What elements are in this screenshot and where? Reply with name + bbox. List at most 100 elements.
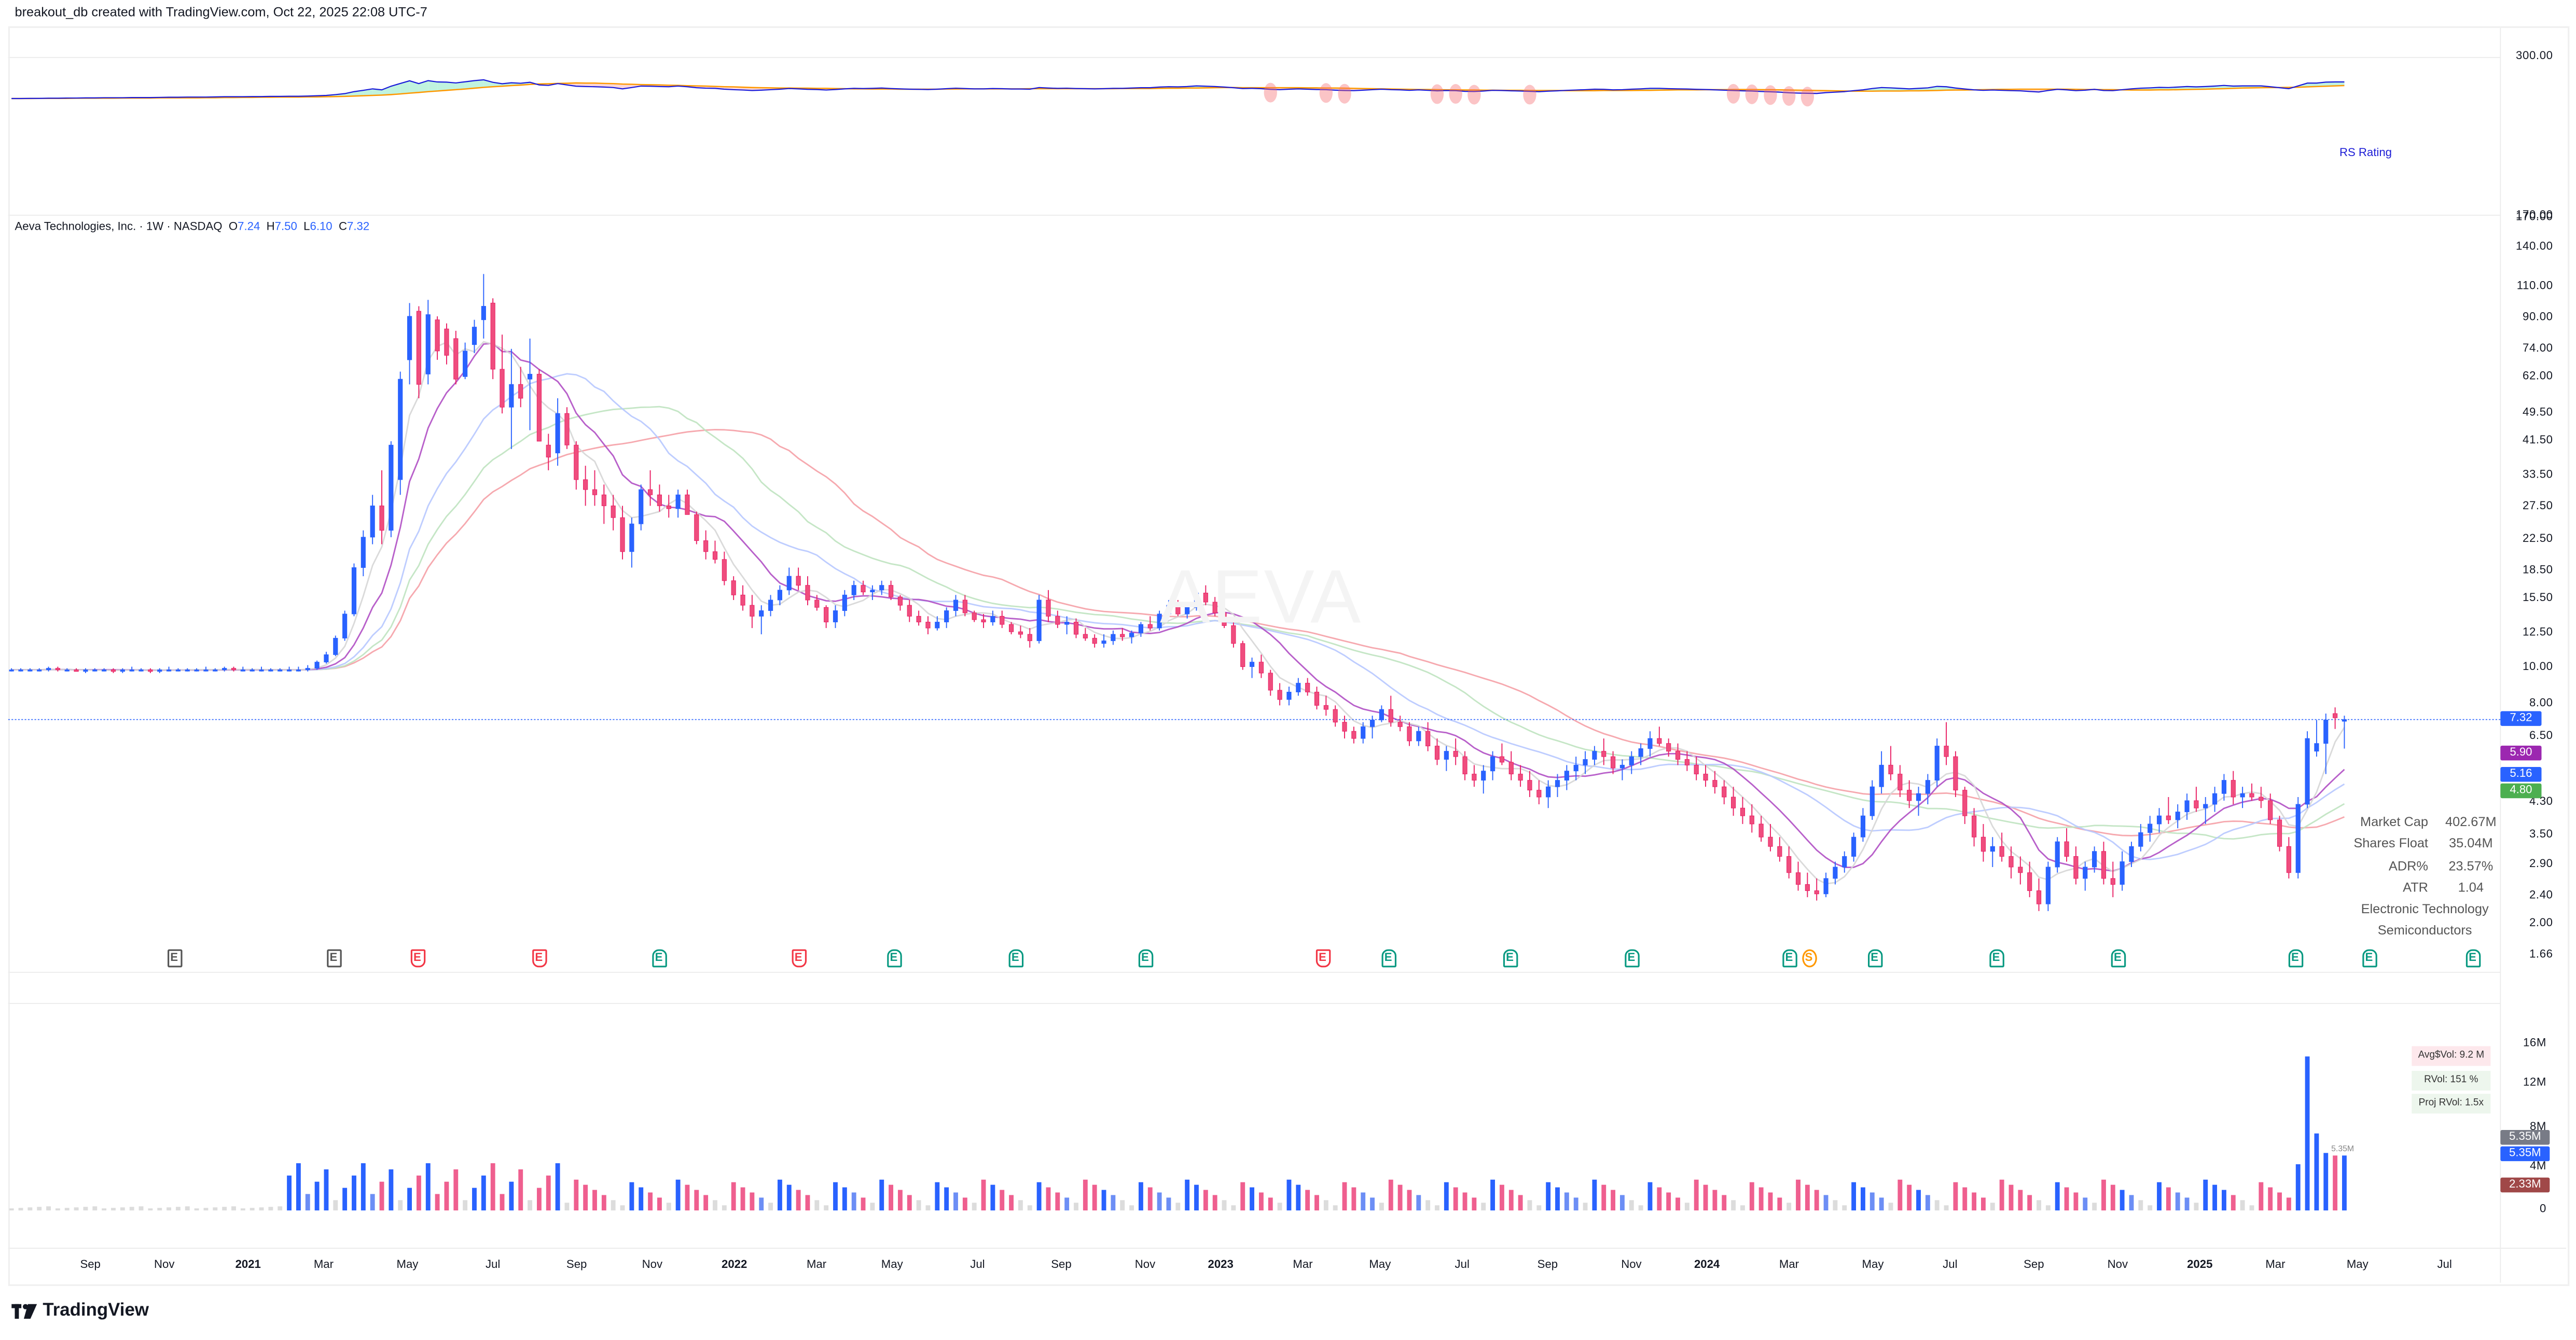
atr-label: ATR — [2346, 877, 2438, 899]
time-axis-label: May — [1862, 1260, 1884, 1271]
price-axis-tick: 15.50 — [2523, 593, 2553, 604]
price-axis-tick: 2.00 — [2529, 919, 2553, 930]
earnings-marker-icon[interactable]: E — [1502, 950, 1517, 968]
time-axis-label: Mar — [314, 1260, 334, 1271]
adr-label: ADR% — [2346, 855, 2438, 877]
market-cap-label: Market Cap — [2346, 812, 2438, 833]
price-axis-tick: 10.00 — [2523, 662, 2553, 674]
time-axis-label: Mar — [807, 1260, 826, 1271]
price-axis-tick: 41.50 — [2523, 436, 2553, 447]
price-axis-tick: 62.00 — [2523, 372, 2553, 383]
tradingview-wordmark: TradingView — [43, 1301, 149, 1320]
volume-axis-tick: 12M — [2523, 1078, 2546, 1089]
volume-tag: 2.33M — [2500, 1178, 2550, 1193]
industry: Semiconductors — [2346, 920, 2504, 942]
price-axis-tick: 18.50 — [2523, 564, 2553, 576]
time-axis-label: 2023 — [1208, 1260, 1233, 1271]
earnings-marker-icon[interactable]: E — [1782, 950, 1797, 968]
time-axis-label: Nov — [154, 1260, 174, 1271]
time-axis-label: 2024 — [1694, 1260, 1720, 1271]
price-axis-tick: 4.30 — [2529, 797, 2553, 808]
time-axis-label: Sep — [566, 1260, 587, 1271]
time-axis-label: Jul — [970, 1260, 985, 1271]
time-axis-label: May — [881, 1260, 903, 1271]
time-axis-label: Jul — [1943, 1260, 1957, 1271]
price-axis-tick: 12.50 — [2523, 627, 2553, 638]
high-value: 7.50 — [275, 222, 297, 233]
proj-rvol-box: Proj RVol: 1.5x — [2412, 1094, 2490, 1113]
sector: Electronic Technology — [2346, 899, 2504, 920]
earnings-marker-icon[interactable]: E — [1315, 950, 1330, 968]
time-axis-label: Jul — [1455, 1260, 1470, 1271]
price-axis-tick: 140.00 — [2516, 242, 2553, 254]
earnings-marker-icon[interactable]: E — [1989, 950, 2004, 968]
price-axis-tick: 2.40 — [2529, 890, 2553, 901]
rs-axis-top: 300.00 — [2516, 51, 2553, 62]
time-axis-label: Sep — [80, 1260, 100, 1271]
price-axis-tick: 74.00 — [2523, 344, 2553, 355]
tradingview-logo[interactable]: TradingView — [11, 1301, 149, 1320]
price-axis-tick: 2.90 — [2529, 860, 2553, 871]
price-axis-tick: 1.66 — [2529, 948, 2553, 960]
time-axis-label: Jul — [486, 1260, 500, 1271]
shares-float-label: Shares Float — [2346, 833, 2438, 855]
earnings-marker-icon[interactable]: E — [1867, 950, 1882, 968]
price-tag: 7.32 — [2500, 711, 2541, 726]
price-axis-tick: 8.00 — [2529, 698, 2553, 709]
time-axis-label: Mar — [1293, 1260, 1312, 1271]
close-value: 7.32 — [347, 222, 369, 233]
time-axis-label: May — [2347, 1260, 2369, 1271]
earnings-marker-icon[interactable]: E — [887, 950, 902, 968]
shares-float-value: 35.04M — [2438, 833, 2504, 855]
rs-rating-label: RS Rating — [2339, 148, 2392, 159]
price-tag: 5.16 — [2500, 767, 2541, 782]
tradingview-logo-icon — [11, 1303, 38, 1318]
earnings-marker-icon[interactable]: E — [2465, 950, 2480, 968]
volume-axis-tick: 4M — [2530, 1161, 2546, 1172]
rs-axis-bottom: 170.00 — [2516, 210, 2553, 221]
market-cap-value: 402.67M — [2438, 812, 2504, 833]
time-axis-label: Nov — [1621, 1260, 1641, 1271]
low-value: 6.10 — [310, 222, 332, 233]
adr-value: 23.57% — [2438, 855, 2504, 877]
earnings-marker-icon[interactable]: E — [1008, 950, 1023, 968]
earnings-marker-icon[interactable]: E — [1138, 950, 1153, 968]
time-axis-label: Sep — [1051, 1260, 1071, 1271]
volume-axis-tick: 16M — [2523, 1038, 2546, 1050]
earnings-marker-icon[interactable]: E — [2110, 950, 2125, 968]
atr-value: 1.04 — [2438, 877, 2504, 899]
rvol-box: RVol: 151 % — [2412, 1071, 2490, 1091]
earnings-marker-icon[interactable]: E — [652, 950, 667, 968]
earnings-marker-icon[interactable]: E — [326, 950, 341, 968]
volume-axis-tick: 0 — [2540, 1204, 2546, 1215]
time-axis-label: 2022 — [722, 1260, 747, 1271]
volume-tag: 5.35M — [2500, 1147, 2550, 1162]
time-axis-label: May — [1369, 1260, 1391, 1271]
time-axis-label: Mar — [2265, 1260, 2285, 1271]
time-axis-label: Sep — [1538, 1260, 1558, 1271]
price-axis-tick: 22.50 — [2523, 533, 2553, 545]
symbol-legend[interactable]: Aeva Technologies, Inc. · 1W · NASDAQ O7… — [15, 222, 370, 233]
symbol-watermark: AEVA — [1160, 552, 1363, 640]
earnings-marker-icon[interactable]: E — [791, 950, 806, 968]
earnings-marker-icon[interactable]: E — [2362, 950, 2377, 968]
volume-inline-label: 5.35M — [2331, 1144, 2354, 1154]
price-axis-tick: 27.50 — [2523, 501, 2553, 513]
earnings-marker-icon[interactable]: E — [1381, 950, 1396, 968]
earnings-marker-icon[interactable]: E — [167, 950, 182, 968]
time-axis-label: May — [396, 1260, 418, 1271]
price-axis-tick: 110.00 — [2517, 281, 2553, 292]
earnings-marker-icon[interactable]: E — [2288, 950, 2303, 968]
price-axis-tick: 90.00 — [2523, 312, 2553, 324]
symbol-title: Aeva Technologies, Inc. · 1W · NASDAQ — [15, 222, 223, 233]
price-axis-tick: 49.50 — [2523, 408, 2553, 419]
time-axis-label: Mar — [1779, 1260, 1799, 1271]
earnings-marker-icon[interactable]: E — [410, 950, 425, 968]
earnings-marker-icon[interactable]: E — [532, 950, 547, 968]
time-axis-label: Sep — [2024, 1260, 2044, 1271]
time-axis-label: 2021 — [236, 1260, 261, 1271]
price-tag: 5.90 — [2500, 746, 2541, 761]
earnings-marker-icon[interactable]: E — [1624, 950, 1639, 968]
